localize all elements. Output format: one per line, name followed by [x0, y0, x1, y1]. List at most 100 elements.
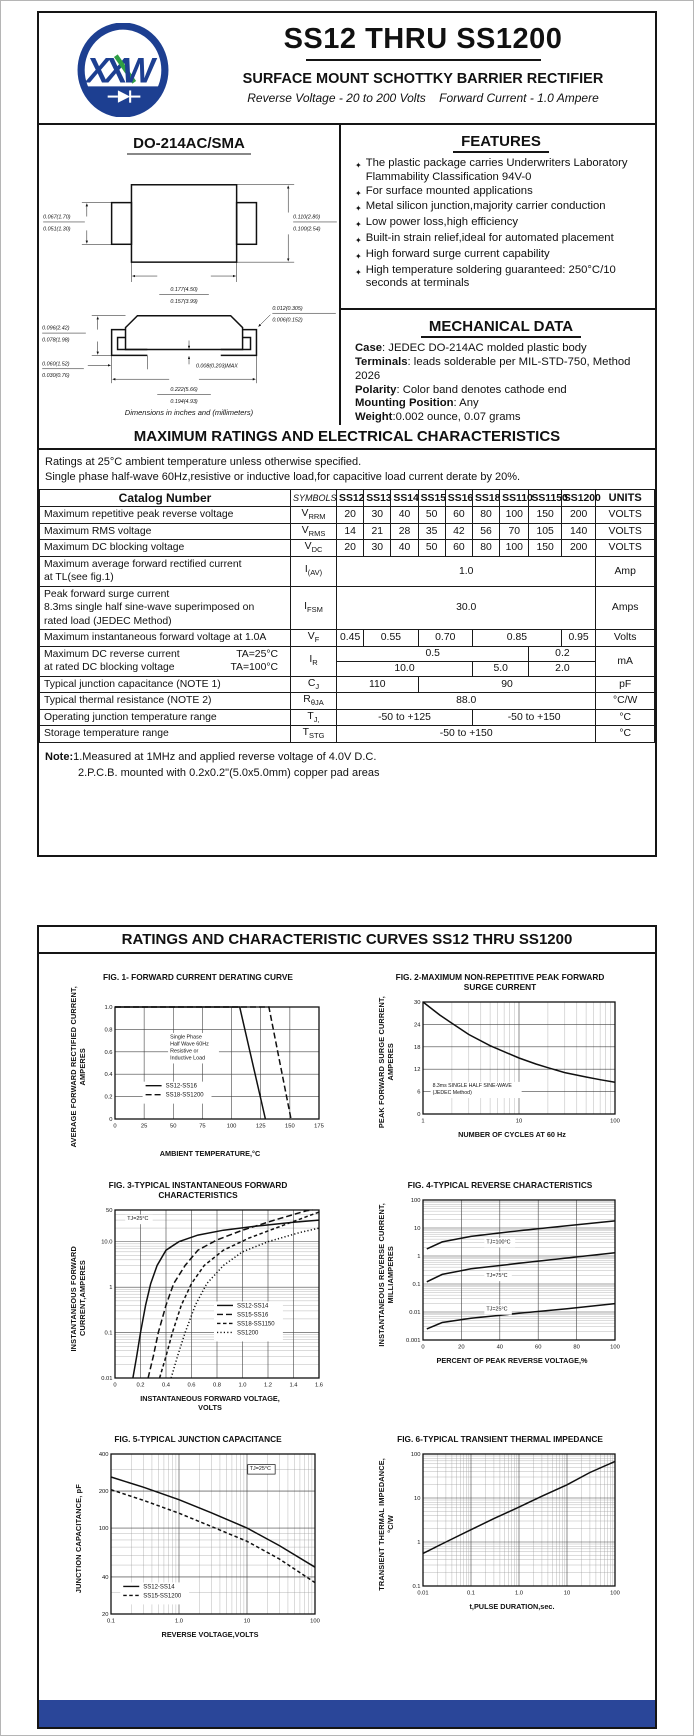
x-tick-label: 125 [256, 1123, 266, 1129]
table-row: Maximum instantaneous forward voltage at… [38, 629, 655, 647]
y-tick-label: 24 [414, 1022, 421, 1028]
plot-frame [114, 1209, 320, 1380]
mechanical-value: : JEDEC DO-214AC molded plastic body [382, 342, 587, 355]
curves-section-bar: RATINGS AND CHARACTERISTIC CURVES SS12 T… [39, 927, 655, 954]
package-drawing-panel: DO-214AC/SMA [39, 125, 341, 425]
column-header: SS18 [471, 489, 500, 507]
label-line: Maximum DC blocking voltage [44, 542, 185, 553]
dim-standoff: 0.008(0.203)MAX [196, 363, 238, 369]
feature-item: ✦ For surface mounted applications [355, 185, 647, 201]
y-axis-label-line: TRANSIENT THERMAL IMPEDANCE, [377, 1458, 386, 1591]
feature-text: High forward surge current capability [365, 247, 550, 260]
row-label: Typical thermal resistance (NOTE 2) [38, 692, 292, 710]
legend-label: SS15-SS16 [237, 1313, 269, 1319]
figure-title: FIG. 1- FORWARD CURRENT DERATING CURVE [103, 972, 293, 982]
value-cell: 60 [444, 539, 473, 557]
x-tick-label: 150 [285, 1123, 295, 1129]
value-cell: 200 [560, 506, 597, 524]
feature-item: ✦ High forward surge current capability [355, 248, 647, 264]
annotation-bg [484, 1238, 516, 1248]
x-tick-label: 100 [610, 1345, 620, 1351]
y-axis-label-line: INSTANTANEOUS REVERSE CURRENT, [377, 1202, 386, 1347]
fig1: FIG. 1- FORWARD CURRENT DERATING CURVE AV… [47, 972, 349, 1158]
figure-title-line: FIG. 2-MAXIMUM NON-REPETITIVE PEAK FORWA… [395, 972, 605, 982]
note-line: Note:1.Measured at 1MHz and applied reve… [45, 749, 649, 765]
label-text: at rated DC blocking voltage [44, 662, 175, 673]
x-tick-label: 10 [516, 1119, 522, 1125]
symbol-base: T [302, 727, 309, 739]
x-axis-label: PERCENT OF PEAK REVERSE VOLTAGE,% [437, 1356, 588, 1365]
symbol-subscript: F [314, 635, 320, 645]
y-axis-label-line: PEAK FORWARD SURGE CURRENT, [377, 996, 386, 1129]
series-SS18-SS1150 [158, 1211, 320, 1379]
column-header: SS110 [499, 489, 533, 507]
value-cell: 90 [417, 675, 597, 693]
annotation-text: TJ=75°C [486, 1273, 507, 1279]
annotation-text: Inductive Load [170, 1055, 205, 1061]
bullet-icon: ✦ [355, 235, 362, 245]
note-text: 1.Measured at 1MHz and applied reverse v… [73, 750, 377, 763]
symbol-subscript: STG [308, 731, 325, 741]
label-line: Operating junction temperature range [44, 711, 217, 723]
value-cell: 0.5 [336, 645, 530, 662]
label-line: 8.3ms single half sine-wave superimposed… [44, 602, 255, 613]
dim-body-width-max: 0.177(4.50) [170, 287, 198, 293]
x-tick-label: 1.0 [174, 1619, 182, 1625]
symbol-subscript: (AV) [307, 568, 323, 578]
legend-bg [119, 1582, 189, 1605]
unit-cell: °C [595, 725, 655, 743]
doc-subtitle: SURFACE MOUNT SCHOTTKY BARRIER RECTIFIER [242, 71, 604, 87]
plot-frame [422, 1453, 616, 1588]
x-tick-label: 175 [314, 1123, 324, 1129]
label-line: rated load (JEDEC Method) [44, 615, 172, 627]
dimension-lines-top [43, 184, 337, 295]
annotation-bg [246, 1464, 276, 1475]
x-tick-label: 0 [421, 1345, 424, 1351]
feature-item: ✦ Metal silicon junction,majority carrier… [355, 200, 647, 216]
value-cell: 40 [390, 539, 419, 557]
x-tick-label: 1.0 [515, 1591, 523, 1597]
figure-title-line: FIG. 6-TYPICAL TRANSIENT THERMAL IMPEDAN… [397, 1434, 603, 1445]
unit-cell: mA [595, 645, 655, 677]
page2-box: RATINGS AND CHARACTERISTIC CURVES SS12 T… [37, 925, 657, 1729]
y-tick-label: 10.0 [101, 1240, 112, 1246]
fig1-chart: 0 25 50 75 100 125 150 175 0 0.2 0.4 0.6 0.8 1.0 Singl… [104, 1005, 324, 1130]
series-TJ=25°C [426, 1303, 616, 1330]
x-tick-label: 0.1 [467, 1591, 475, 1597]
feature-item: ✦ Low power loss,high efficiency [355, 216, 647, 232]
dim-side-height-min: 0.078(1.98) [42, 338, 70, 344]
annotation-bg [125, 1215, 153, 1225]
value-cell: 100 [499, 539, 530, 557]
logo-letter-w: W [122, 52, 158, 90]
mechanical-data-section: MECHANICAL DATA Case: JEDEC DO-214AC mol… [341, 310, 655, 425]
y-axis-label: JUNCTION CAPACITANCE, pF [74, 1484, 83, 1593]
row-label: Maximum RMS voltage [38, 522, 292, 540]
x-axis-label-line: REVERSE VOLTAGE,VOLTS [161, 1630, 259, 1640]
unit-cell: VOLTS [595, 506, 655, 524]
symbol-subscript: RMS [308, 528, 326, 538]
mechanical-line: Polarity: Color band denotes cathode end [355, 384, 647, 398]
value-cell: 21 [363, 522, 392, 540]
right-column: FEATURES ✦ The plastic package carries Un… [341, 125, 655, 425]
y-tick-label: 12 [414, 1067, 420, 1073]
unit-cell: pF [595, 675, 655, 693]
fig2: FIG. 2-MAXIMUM NON-REPETITIVE PEAK FORWA… [349, 972, 651, 1158]
condition-line: Ratings at 25°C ambient temperature unle… [45, 456, 362, 468]
dim-overall-width-min: 0.194(4.93) [170, 399, 198, 405]
x-tick-label: 50 [170, 1123, 176, 1129]
annotation-text: TJ=25°C [127, 1216, 148, 1222]
series-TJ=75°C [426, 1252, 616, 1283]
x-tick-label: 1.6 [315, 1383, 323, 1389]
figure-body: JUNCTION CAPACITANCE, pF 0.1 1.0 10 100 400 20… [74, 1448, 323, 1628]
note-prefix: Note: [45, 750, 74, 763]
column-header: SS15 [417, 489, 446, 507]
column-header: SS14 [390, 489, 419, 507]
value-cell: 56 [471, 522, 501, 540]
column-header: UNITS [595, 489, 655, 507]
row-label: Maximum average forward rectified curren… [38, 555, 292, 587]
table-row: Peak forward surge current 8.3ms single h… [38, 585, 655, 630]
bullet-icon: ✦ [355, 220, 362, 230]
doc-tagline: Reverse Voltage - 20 to 200 Volts Forwar… [247, 91, 599, 105]
y-tick-label: 400 [98, 1452, 108, 1458]
